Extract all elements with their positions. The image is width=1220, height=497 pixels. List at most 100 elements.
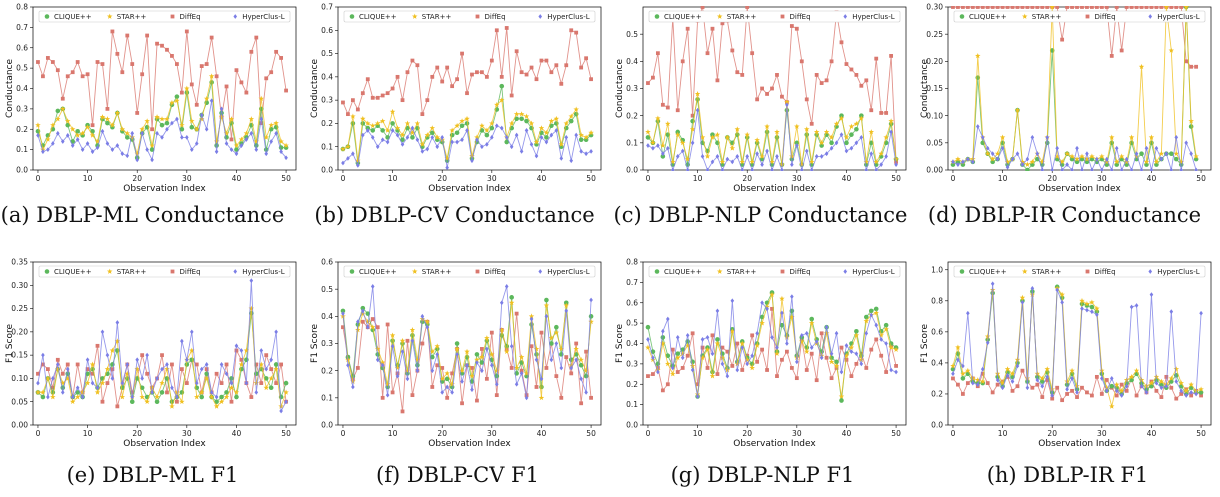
point-CLIQUE++ xyxy=(400,137,405,143)
point-STAR++ xyxy=(350,113,356,119)
point-DiffEq xyxy=(1169,385,1174,390)
point-STAR++ xyxy=(424,318,431,325)
legend-label-STAR++: STAR++ xyxy=(117,268,147,276)
point-DiffEq xyxy=(410,58,415,63)
legend-marker-STAR++ xyxy=(716,268,723,274)
point-DiffEq xyxy=(690,113,695,118)
point-HyperClus-L xyxy=(799,332,804,338)
x-tick-label: 20 xyxy=(1047,174,1057,183)
x-tick-label: 50 xyxy=(1196,174,1206,183)
point-DiffEq xyxy=(390,86,395,91)
point-STAR++ xyxy=(674,131,681,138)
point-DiffEq xyxy=(1070,6,1074,9)
point-STAR++ xyxy=(179,398,185,405)
point-HyperClus-L xyxy=(199,112,204,118)
point-STAR++ xyxy=(784,99,790,105)
y-tick-label: 0.30 xyxy=(11,281,28,290)
y-tick-label: 0.2 xyxy=(321,366,333,375)
point-DiffEq xyxy=(509,93,514,98)
legend-marker-HyperClus-L xyxy=(233,14,238,19)
point-HyperClus-L xyxy=(494,123,499,129)
x-tick-label: 20 xyxy=(437,429,447,438)
point-DiffEq xyxy=(1065,6,1069,9)
point-DiffEq xyxy=(705,51,710,56)
point-HyperClus-L xyxy=(765,306,769,312)
y-tick-label: 0.15 xyxy=(926,84,943,93)
point-HyperClus-L xyxy=(494,381,499,387)
point-STAR++ xyxy=(538,394,545,401)
chart-panel-d: 0.00 0.05 0.10 0.15 0.20 0.25 0.30 0 10 20 30 40 50 O… xyxy=(915,0,1220,200)
x-tick-label: 0 xyxy=(36,174,41,183)
point-STAR++ xyxy=(999,134,1006,140)
point-DiffEq xyxy=(824,78,829,83)
point-HyperClus-L xyxy=(254,390,259,395)
point-CLIQUE++ xyxy=(90,128,95,134)
point-DiffEq xyxy=(809,351,814,356)
point-STAR++ xyxy=(208,73,215,79)
point-STAR++ xyxy=(553,329,560,335)
point-STAR++ xyxy=(1128,373,1135,380)
point-HyperClus-L xyxy=(1159,385,1164,391)
point-HyperClus-L xyxy=(1139,383,1144,389)
point-DiffEq xyxy=(646,81,650,85)
point-STAR++ xyxy=(543,129,550,136)
point-HyperClus-L xyxy=(780,310,784,316)
point-DiffEq xyxy=(95,60,100,64)
point-STAR++ xyxy=(233,142,240,148)
point-STAR++ xyxy=(374,120,381,126)
series-group xyxy=(340,26,594,171)
point-DiffEq xyxy=(750,51,755,56)
point-HyperClus-L xyxy=(1050,167,1055,171)
point-STAR++ xyxy=(114,110,121,116)
point-DiffEq xyxy=(264,76,269,81)
point-DiffEq xyxy=(55,357,60,362)
legend-box xyxy=(343,265,596,278)
point-HyperClus-L xyxy=(480,144,484,150)
point-DiffEq xyxy=(829,59,834,64)
point-STAR++ xyxy=(1024,375,1031,381)
point-CLIQUE++ xyxy=(883,322,889,328)
point-STAR++ xyxy=(789,153,795,159)
point-DiffEq xyxy=(239,357,244,362)
point-STAR++ xyxy=(1168,375,1175,381)
point-STAR++ xyxy=(454,122,460,129)
point-DiffEq xyxy=(514,311,519,316)
point-CLIQUE++ xyxy=(454,341,460,346)
chart-svg-g: 0.0 0.1 0.2 0.3 0.4 0.5 0.6 0.7 0.8 0 10 20 30 40 50 Ob… xyxy=(615,258,907,449)
point-DiffEq xyxy=(65,362,70,367)
point-HyperClus-L xyxy=(229,380,234,386)
point-DiffEq xyxy=(869,347,874,352)
point-HyperClus-L xyxy=(189,147,194,153)
point-DiffEq xyxy=(249,49,254,54)
point-STAR++ xyxy=(35,122,41,128)
point-HyperClus-L xyxy=(804,330,809,336)
y-tick-label: 0.1 xyxy=(321,393,333,402)
point-STAR++ xyxy=(670,371,676,377)
point-HyperClus-L xyxy=(135,357,140,363)
legend-marker-HyperClus-L xyxy=(1148,14,1153,19)
point-STAR++ xyxy=(340,146,346,152)
point-HyperClus-L xyxy=(834,140,839,146)
y-axis-label: Conductance xyxy=(310,58,320,118)
legend-label-DiffEq: DiffEq xyxy=(180,268,201,276)
point-HyperClus-L xyxy=(259,116,264,122)
point-HyperClus-L xyxy=(65,366,70,372)
point-DiffEq xyxy=(1134,6,1139,9)
point-STAR++ xyxy=(365,120,371,126)
point-HyperClus-L xyxy=(569,365,574,371)
point-DiffEq xyxy=(1124,388,1129,393)
point-DiffEq xyxy=(844,62,849,66)
point-DiffEq xyxy=(1015,6,1020,9)
point-HyperClus-L xyxy=(1159,156,1164,162)
point-HyperClus-L xyxy=(661,328,665,334)
point-STAR++ xyxy=(843,134,850,140)
point-DiffEq xyxy=(179,90,184,95)
point-HyperClus-L xyxy=(1025,156,1030,162)
point-STAR++ xyxy=(464,115,470,122)
point-DiffEq xyxy=(234,68,239,73)
point-DiffEq xyxy=(839,345,844,350)
point-HyperClus-L xyxy=(475,137,479,143)
point-DiffEq xyxy=(55,68,60,73)
point-HyperClus-L xyxy=(559,365,564,371)
point-HyperClus-L xyxy=(770,334,774,340)
